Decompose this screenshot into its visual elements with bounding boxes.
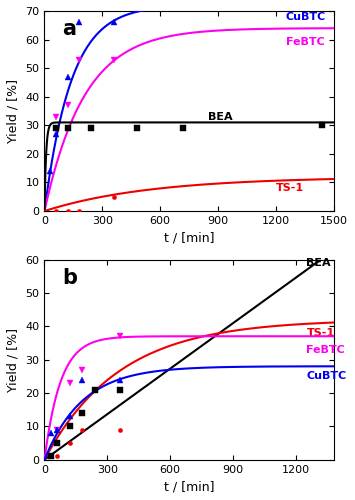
Text: FeBTC: FeBTC [285,38,324,48]
Text: TS-1: TS-1 [306,328,335,338]
Text: FeBTC: FeBTC [306,344,345,354]
Y-axis label: Yield / [%]: Yield / [%] [7,328,20,392]
Text: TS-1: TS-1 [276,183,304,193]
Text: a: a [62,19,76,39]
Text: b: b [62,268,77,287]
Text: CuBTC: CuBTC [306,372,347,382]
X-axis label: t / [min]: t / [min] [164,232,214,244]
Text: BEA: BEA [306,258,331,268]
Text: CuBTC: CuBTC [285,12,326,22]
Y-axis label: Yield / [%]: Yield / [%] [7,79,20,143]
Text: BEA: BEA [208,112,233,122]
X-axis label: t / [min]: t / [min] [164,480,214,493]
